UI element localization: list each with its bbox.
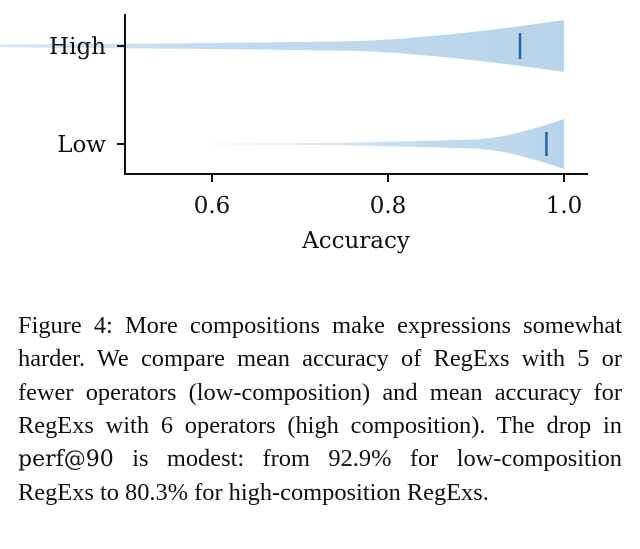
caption-text-prefix: Figure 4: More compositions make express… bbox=[18, 312, 622, 439]
x-tick-label-0.6: 0.6 bbox=[194, 193, 231, 219]
figure-caption: Figure 4: More compositions make express… bbox=[18, 309, 622, 510]
x-ticks: 0.6 0.8 1.0 bbox=[194, 174, 583, 219]
x-tick-label-1.0: 1.0 bbox=[546, 193, 583, 219]
axes bbox=[124, 14, 588, 175]
caption-metric: perf@90 bbox=[18, 447, 114, 473]
x-axis-label: Accuracy bbox=[301, 228, 410, 254]
chart-canvas: High Low 0.6 0.8 1.0 Accuracy bbox=[0, 14, 588, 254]
violin-low bbox=[212, 119, 564, 169]
y-ticks: High Low bbox=[49, 34, 125, 158]
mean-markers bbox=[518, 33, 548, 156]
violin-chart: High Low 0.6 0.8 1.0 Accuracy bbox=[0, 0, 640, 270]
x-tick-label-0.8: 0.8 bbox=[370, 193, 407, 219]
y-tick-label-low: Low bbox=[57, 132, 106, 158]
violin-high bbox=[0, 20, 564, 72]
caption-text-suffix: is modest: from 92.9% for low-compositio… bbox=[18, 445, 622, 507]
violin-bodies bbox=[0, 20, 564, 169]
y-tick-label-high: High bbox=[49, 34, 106, 60]
